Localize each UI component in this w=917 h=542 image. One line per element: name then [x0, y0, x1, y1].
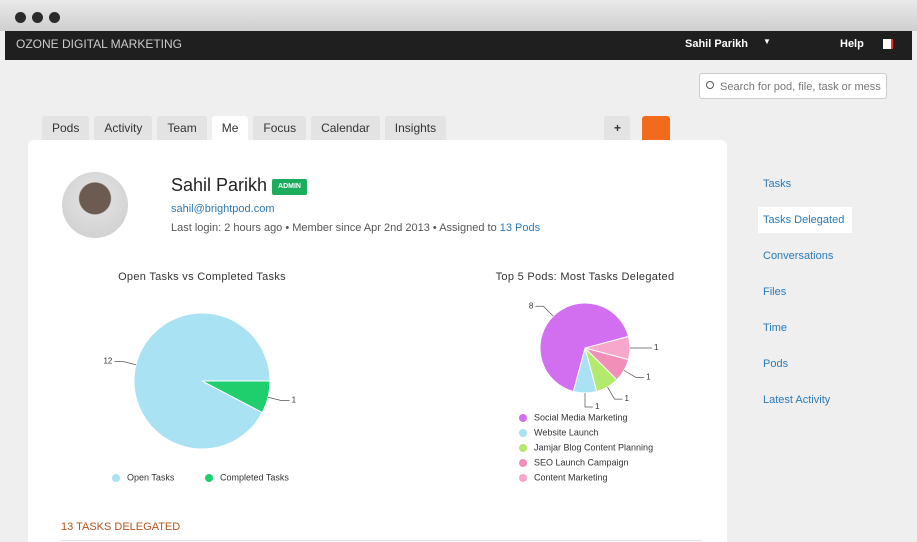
sidebar-link[interactable]: Conversations: [763, 250, 834, 262]
legend-swatch: [519, 429, 527, 437]
data-label: 1: [654, 343, 659, 352]
window-button[interactable]: [49, 12, 60, 23]
admin-badge: ADMIN: [272, 179, 307, 195]
data-label: 1: [292, 396, 297, 405]
profile-name: Sahil Parikh: [171, 175, 268, 195]
add-button[interactable]: +: [604, 116, 630, 140]
email-link[interactable]: sahil@brightpod.com: [171, 203, 275, 215]
leader-line: [114, 361, 137, 366]
avatar: [62, 172, 128, 238]
data-label: 1: [595, 402, 600, 411]
tab-bar: Pods Activity Team Me Focus Calendar Insights: [42, 116, 447, 140]
legend-swatch: [112, 474, 120, 482]
leader-line: [267, 396, 290, 401]
legend-label: Open Tasks: [127, 472, 175, 482]
tab[interactable]: Insights: [384, 116, 447, 140]
caret: ▼: [763, 37, 771, 46]
leader-line: [607, 386, 623, 400]
search-icon: [706, 81, 714, 89]
nav-bar: OZONE DIGITAL MARKETING Sahil Parikh ▼ H…: [5, 31, 912, 60]
tab[interactable]: Pods: [42, 116, 90, 140]
search-box[interactable]: Search for pod, file, task or mess: [699, 73, 887, 99]
legend-swatch: [519, 444, 527, 452]
last-login-text: Last login: 2 hours ago • Member since A…: [171, 222, 497, 234]
legend-label: Content Marketing: [534, 472, 608, 482]
legend-swatch: [519, 459, 527, 467]
brand[interactable]: OZONE DIGITAL MARKETING: [16, 37, 183, 51]
user-menu[interactable]: Sahil Parikh: [685, 38, 748, 50]
legend-swatch: [519, 474, 527, 482]
divider: [61, 540, 701, 541]
pie-slice: [539, 302, 630, 393]
legend-label: SEO Launch Campaign: [534, 457, 629, 467]
data-label: 12: [103, 356, 112, 365]
pods-link[interactable]: 13 Pods: [499, 222, 541, 234]
legend-label: Website Launch: [534, 427, 598, 437]
legend-label: Social Media Marketing: [534, 412, 628, 422]
leader-line: [584, 393, 593, 408]
window-button[interactable]: [15, 12, 26, 23]
flag-icon[interactable]: [883, 39, 893, 49]
section-title: 13 TASKS DELEGATED: [61, 521, 181, 533]
pie-slice: [133, 312, 271, 450]
tab[interactable]: Calendar: [311, 116, 380, 140]
data-label: 1: [625, 394, 630, 403]
search-placeholder: Search for pod, file, task or mess: [720, 81, 881, 93]
data-label: 1: [646, 373, 651, 382]
legend-label: Jamjar Blog Content Planning: [534, 442, 653, 452]
sidebar-link[interactable]: Tasks Delegated: [763, 214, 845, 226]
tab[interactable]: Focus: [253, 116, 307, 140]
chart-title: Open Tasks vs Completed Tasks: [118, 271, 286, 283]
data-label: 8: [529, 301, 534, 310]
tab[interactable]: Me: [211, 116, 249, 140]
legend-label: Completed Tasks: [220, 472, 289, 482]
leader-line: [623, 370, 645, 378]
help-link[interactable]: Help: [840, 38, 864, 50]
window-titlebar: [0, 0, 917, 31]
sidebar-link[interactable]: Files: [763, 286, 787, 298]
sidebar-highlight: [758, 207, 852, 233]
pod-button[interactable]: [642, 116, 670, 140]
last-login: Last login: 2 hours ago • Member since A…: [171, 222, 540, 234]
tab[interactable]: Activity: [94, 116, 153, 140]
sidebar-link[interactable]: Tasks: [763, 178, 792, 190]
tab[interactable]: Team: [157, 116, 207, 140]
window-button[interactable]: [32, 12, 43, 23]
sidebar-link[interactable]: Time: [763, 322, 788, 334]
leader-line: [535, 305, 554, 317]
legend-swatch: [205, 474, 213, 482]
sidebar-link[interactable]: Pods: [763, 358, 789, 370]
chart-title: Top 5 Pods: Most Tasks Delegated: [496, 271, 675, 283]
sidebar-link[interactable]: Latest Activity: [763, 394, 831, 406]
legend-swatch: [519, 414, 527, 422]
